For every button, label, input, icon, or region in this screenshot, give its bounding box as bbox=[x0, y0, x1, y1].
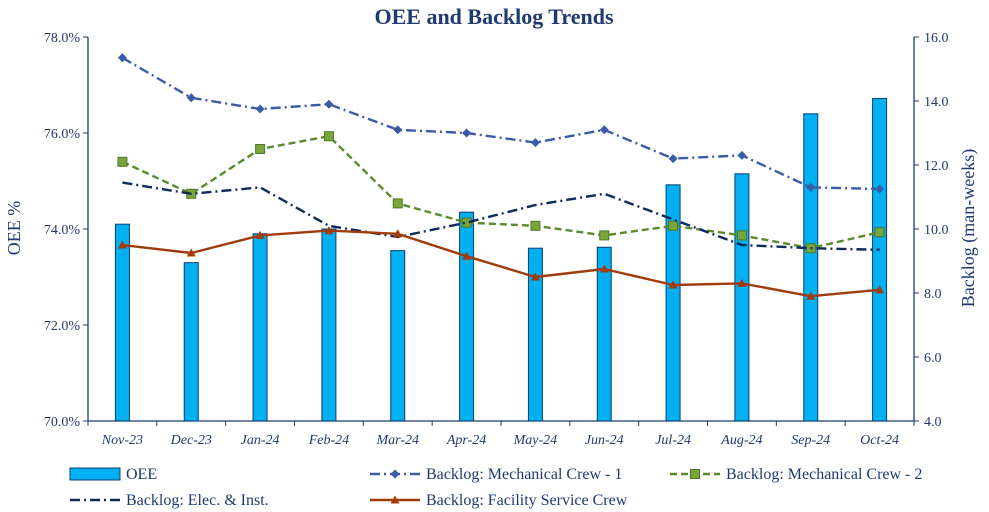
x-tick-label: May-24 bbox=[513, 433, 558, 448]
oee-bar bbox=[183, 262, 199, 422]
series-point bbox=[255, 230, 265, 239]
series-point bbox=[530, 138, 540, 148]
series-point bbox=[806, 291, 816, 300]
series-point bbox=[530, 220, 541, 231]
series-point bbox=[117, 240, 127, 249]
legend: OEE Backlog: Mechanical Crew - 1 Backlog: … bbox=[69, 466, 922, 509]
series-point bbox=[255, 144, 266, 154]
bars bbox=[114, 97, 888, 422]
series-point bbox=[324, 99, 334, 109]
series-point bbox=[736, 230, 747, 241]
series-line bbox=[121, 134, 880, 250]
series-point bbox=[117, 53, 127, 63]
oee-bar bbox=[665, 184, 681, 422]
series-point bbox=[875, 285, 885, 294]
legend-label: Backlog: Facility Service Crew bbox=[426, 492, 628, 509]
y2-tick-label: 8.0 bbox=[924, 287, 942, 302]
x-tick-label: Apr-24 bbox=[446, 433, 486, 448]
series-point bbox=[668, 280, 678, 289]
series-point bbox=[875, 184, 885, 194]
series-point bbox=[117, 156, 128, 167]
series-point bbox=[390, 495, 400, 504]
oee-bar bbox=[390, 250, 406, 422]
oee-bar bbox=[803, 113, 819, 422]
y-tick-label: 74.0% bbox=[44, 223, 81, 238]
series-point bbox=[255, 104, 265, 114]
y2-tick-label: 12.0 bbox=[924, 159, 949, 174]
y-axis-label: OEE % bbox=[4, 201, 24, 255]
y-tick-label: 78.0% bbox=[44, 31, 81, 46]
series-point bbox=[737, 278, 747, 287]
legend-label: Backlog: Elec. & Inst. bbox=[126, 492, 269, 509]
series-line bbox=[122, 229, 880, 298]
series-point bbox=[462, 128, 472, 138]
series-point bbox=[462, 251, 472, 260]
series-point bbox=[186, 93, 196, 103]
series-line bbox=[122, 181, 880, 251]
oee-bar bbox=[321, 228, 337, 422]
x-tick-label: Mar-24 bbox=[376, 433, 420, 448]
oee-bar bbox=[459, 211, 475, 422]
legend-swatch bbox=[69, 467, 121, 481]
series-point bbox=[668, 154, 678, 164]
y2-tick-label: 10.0 bbox=[924, 223, 949, 238]
y-tick-label: 76.0% bbox=[44, 127, 81, 142]
oee-bar bbox=[527, 247, 543, 422]
x-tick-label: Feb-24 bbox=[308, 433, 349, 448]
y2-tick-label: 16.0 bbox=[924, 31, 949, 46]
x-tick-label: Oct-24 bbox=[860, 433, 899, 448]
oee-bar bbox=[252, 233, 268, 422]
x-tick-label: Jul-24 bbox=[655, 433, 691, 448]
x-tick-label: Jan-24 bbox=[241, 433, 280, 448]
series-point bbox=[737, 150, 747, 160]
y2-tick-label: 6.0 bbox=[924, 351, 942, 366]
axes: 70.0% 72.0% 74.0% 76.0% 78.0% 4.0 6.0 8.0 10.0 12… bbox=[44, 31, 949, 448]
y-tick-label: 70.0% bbox=[44, 415, 81, 430]
oee-bar bbox=[734, 173, 750, 422]
series-point bbox=[599, 230, 610, 241]
series-point bbox=[806, 182, 816, 192]
series-point bbox=[324, 226, 334, 235]
series-point bbox=[599, 264, 609, 273]
legend-label: Backlog: Mechanical Crew - 2 bbox=[726, 466, 922, 483]
oee-bar bbox=[114, 223, 130, 422]
x-tick-label: Aug-24 bbox=[720, 433, 762, 448]
y2-tick-label: 4.0 bbox=[924, 415, 942, 430]
series-point bbox=[874, 227, 885, 238]
x-tick-label: Dec-23 bbox=[170, 433, 212, 448]
x-tick-label: Sep-24 bbox=[791, 433, 830, 448]
series-point bbox=[390, 469, 400, 479]
series-point bbox=[393, 125, 403, 135]
oee-bar bbox=[872, 97, 888, 422]
y2-tick-label: 14.0 bbox=[924, 95, 949, 110]
series-point bbox=[599, 125, 609, 135]
x-tick-label: Nov-23 bbox=[101, 433, 143, 448]
series-point bbox=[323, 131, 334, 142]
legend-label: Backlog: Mechanical Crew - 1 bbox=[426, 466, 622, 483]
series-point bbox=[186, 248, 196, 257]
x-tick-label: Jun-24 bbox=[585, 433, 624, 448]
series-line bbox=[121, 56, 880, 191]
series-point bbox=[530, 272, 540, 281]
lines bbox=[117, 53, 885, 300]
y-tick-label: 72.0% bbox=[44, 319, 81, 334]
chart-title: OEE and Backlog Trends bbox=[374, 4, 613, 29]
series-point bbox=[668, 220, 679, 231]
series-point bbox=[392, 198, 403, 209]
y2-axis-label: Backlog (man-weeks) bbox=[958, 149, 979, 307]
oee-bar bbox=[596, 246, 612, 422]
series-point bbox=[393, 229, 403, 238]
series-point bbox=[690, 469, 700, 479]
legend-label: OEE bbox=[126, 466, 157, 483]
